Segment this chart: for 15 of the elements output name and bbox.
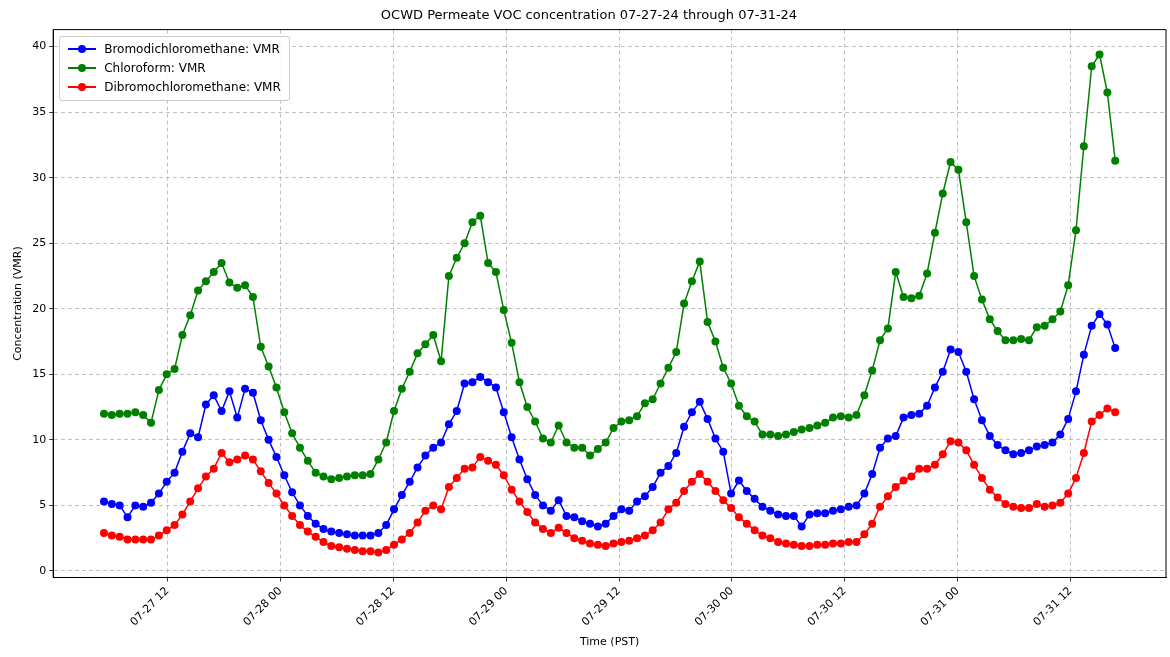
y-tick-label: 10: [32, 432, 47, 446]
legend-label: Chloroform: VMR: [104, 61, 206, 76]
y-tick-label: 0: [39, 563, 47, 577]
y-tick-label: 25: [32, 236, 47, 250]
chart-title: OCWD Permeate VOC concentration 07-27-24 through 07-31-24: [380, 7, 798, 23]
y-tick-label: 5: [39, 498, 47, 512]
y-tick-label: 35: [32, 105, 47, 119]
y-axis-title: Concentration (VMR): [11, 246, 25, 361]
y-tick-label: 20: [32, 301, 47, 315]
y-tick-label: 40: [32, 39, 47, 53]
legend-label: Dibromochloromethane: VMR: [104, 80, 281, 95]
y-tick-label: 15: [32, 367, 47, 381]
legend-label: Bromodichloromethane: VMR: [104, 42, 280, 57]
y-tick-label: 30: [32, 170, 47, 184]
x-axis-title: Time (PST): [578, 635, 640, 649]
